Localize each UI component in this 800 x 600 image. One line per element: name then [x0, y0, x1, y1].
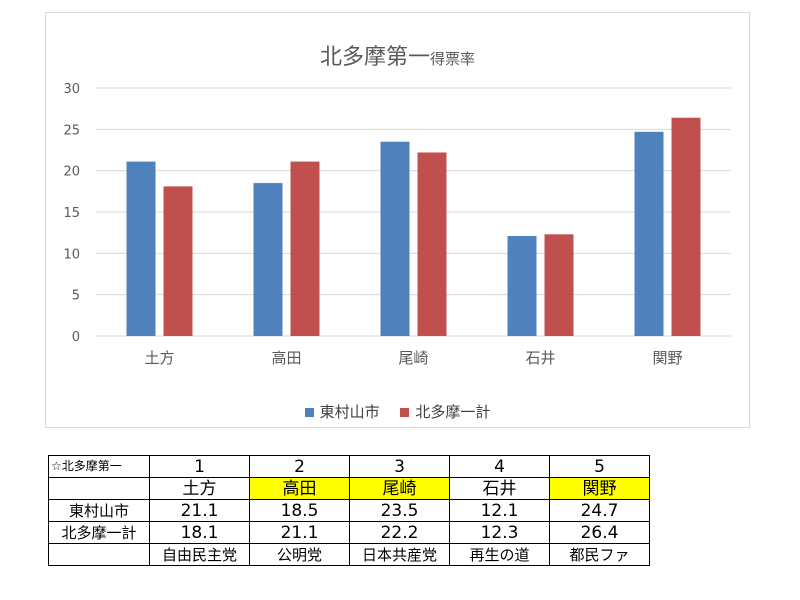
table-row-parties: 自由民主党 公明党 日本共産党 再生の道 都民ファ [48, 543, 650, 566]
party-cell: 自由民主党 [149, 543, 250, 566]
rank-cell: 3 [349, 455, 450, 478]
table-row-higashimurayama: 東村山市 21.1 18.5 23.5 12.1 24.7 [48, 499, 650, 522]
empty-cell [48, 477, 150, 500]
rank-cell: 4 [449, 455, 550, 478]
empty-cell [48, 543, 150, 566]
bar-2-高田 [290, 161, 320, 336]
chart-title-main: 北多摩第一 [319, 45, 430, 70]
table-corner-label: ☆北多摩第一 [48, 455, 150, 478]
value-cell: 22.2 [349, 521, 450, 544]
rank-cell: 2 [249, 455, 350, 478]
chart-area: 北多摩第一得票率 0 5 10 15 20 25 30 土方 高田 尾崎 石井 関野 東村山市 北多摩… [45, 12, 750, 428]
legend-item-series-2: 北多摩一計 [400, 401, 490, 422]
value-cell: 23.5 [349, 499, 450, 522]
legend-label-series-2: 北多摩一計 [415, 403, 491, 421]
value-cell: 18.1 [149, 521, 250, 544]
y-tick-label: 5 [72, 289, 80, 304]
y-tick-label: 0 [72, 330, 80, 345]
bar-1-土方 [126, 161, 156, 336]
party-cell: 公明党 [249, 543, 350, 566]
x-tick-label: 石井 [525, 349, 555, 367]
y-tick-label: 15 [63, 206, 80, 221]
table-row-rank: ☆北多摩第一 1 2 3 4 5 [48, 455, 650, 478]
bar-1-石井 [507, 235, 537, 336]
results-table: ☆北多摩第一 1 2 3 4 5 土方 高田 尾崎 石井 関野 東村山市 21.… [48, 455, 650, 566]
legend-swatch-series-2 [400, 408, 410, 417]
party-cell: 日本共産党 [349, 543, 450, 566]
bar-2-土方 [163, 186, 193, 336]
x-tick-label: 尾崎 [398, 349, 428, 367]
bar-chart: 0 5 10 15 20 25 30 土方 高田 尾崎 石井 関野 [63, 82, 731, 367]
value-cell: 26.4 [549, 521, 650, 544]
value-cell: 21.1 [249, 521, 350, 544]
candidate-name-cell: 土方 [149, 477, 250, 500]
table-row-kitatama-total: 北多摩一計 18.1 21.1 22.2 12.3 26.4 [48, 521, 650, 544]
bar-2-関野 [671, 117, 701, 336]
x-tick-label: 関野 [652, 349, 682, 367]
value-cell: 12.3 [449, 521, 550, 544]
table-row-candidates: 土方 高田 尾崎 石井 関野 [48, 477, 650, 500]
bar-1-高田 [253, 183, 283, 336]
candidate-name-cell: 関野 [549, 477, 650, 500]
legend-swatch-series-1 [304, 408, 314, 417]
value-cell: 21.1 [149, 499, 250, 522]
legend-label-series-1: 東村山市 [319, 403, 380, 421]
y-tick-label: 25 [63, 123, 80, 138]
y-tick-label: 30 [63, 82, 80, 97]
row-label: 東村山市 [48, 499, 150, 522]
bar-2-尾崎 [417, 152, 447, 336]
chart-legend: 東村山市 北多摩一計 [46, 401, 749, 422]
bar-1-関野 [634, 131, 664, 336]
rank-cell: 5 [549, 455, 650, 478]
candidate-name-cell: 尾崎 [349, 477, 450, 500]
candidate-name-cell: 高田 [249, 477, 350, 500]
value-cell: 18.5 [249, 499, 350, 522]
candidate-name-cell: 石井 [449, 477, 550, 500]
bar-2-石井 [544, 234, 574, 336]
x-tick-label: 高田 [271, 349, 301, 367]
y-tick-label: 10 [63, 247, 80, 262]
chart-title-suffix: 得票率 [430, 50, 476, 68]
value-cell: 24.7 [549, 499, 650, 522]
party-cell: 再生の道 [449, 543, 550, 566]
value-cell: 12.1 [449, 499, 550, 522]
legend-item-series-1: 東村山市 [304, 401, 380, 422]
y-tick-label: 20 [63, 165, 80, 180]
bar-1-尾崎 [380, 141, 410, 336]
party-cell: 都民ファ [549, 543, 650, 566]
x-tick-label: 土方 [144, 349, 174, 367]
rank-cell: 1 [149, 455, 250, 478]
row-label: 北多摩一計 [48, 521, 150, 544]
chart-title: 北多摩第一得票率 [46, 39, 749, 71]
